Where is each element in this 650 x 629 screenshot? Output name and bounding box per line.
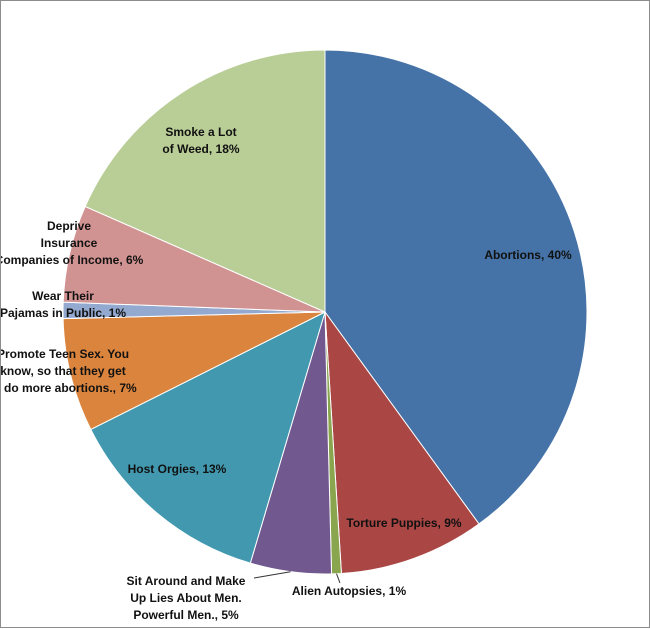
slice-label: Host Orgies, 13% — [128, 462, 227, 476]
slice-label: Abortions, 40% — [484, 248, 572, 262]
pie-slice — [62, 311, 326, 431]
slice-label: Deprive Insurance Companies of Income, 6% — [1, 219, 144, 267]
leader-line — [253, 571, 291, 579]
slice-label: Promote Teen Sex. You know, so that they … — [1, 347, 137, 395]
slice-label: Alien Autopsies, 1% — [292, 584, 407, 598]
leader-lines — [253, 571, 341, 584]
slice-label: Smoke a Lot of Weed, 18% — [162, 125, 239, 156]
leader-line — [336, 573, 341, 584]
pie-slices — [62, 49, 588, 575]
slice-label: Wear Their Pajamas in Public, 1% — [1, 289, 126, 320]
pie-slice — [90, 311, 326, 564]
slice-labels: Abortions, 40% Torture Puppies, 9% Alien A… — [1, 125, 572, 622]
slice-label: Torture Puppies, 9% — [346, 516, 461, 530]
pie-slice — [324, 310, 480, 575]
pie-slice — [84, 49, 326, 313]
pie-slice — [324, 49, 588, 525]
slice-label: Sit Around and Make Up Lies About Men. Pow… — [127, 574, 246, 622]
